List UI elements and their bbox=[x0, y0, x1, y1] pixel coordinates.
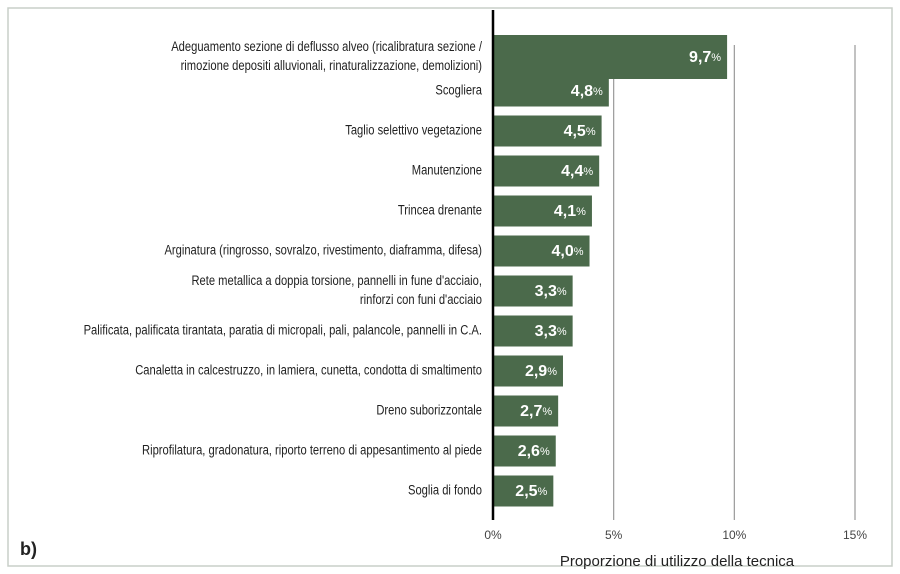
category-label: Dreno suborizzontale bbox=[376, 403, 482, 418]
category-label: Soglia di fondo bbox=[408, 483, 482, 498]
category-label: Scogliera bbox=[435, 83, 482, 98]
x-axis-label: Proporzione di utilizzo della tecnica bbox=[560, 553, 795, 570]
value-label: 4,0% bbox=[552, 243, 584, 260]
value-label: 2,7% bbox=[520, 403, 552, 420]
y-tick-label: rinforzi con funi d'acciaio bbox=[360, 292, 482, 307]
bar bbox=[493, 115, 602, 147]
panel-label: b) bbox=[20, 539, 37, 559]
value-label: 9,7% bbox=[689, 49, 721, 66]
y-tick-label: Palificata, palificata tirantata, parati… bbox=[84, 323, 482, 338]
x-tick-label: 15% bbox=[843, 528, 867, 542]
y-tick-label: Rete metallica a doppia torsione, pannel… bbox=[191, 273, 482, 288]
bar bbox=[493, 235, 590, 267]
y-tick-label: Canaletta in calcestruzzo, in lamiera, c… bbox=[135, 363, 482, 378]
x-tick-label: 5% bbox=[605, 528, 623, 542]
category-label: Arginatura (ringrosso, sovralzo, rivesti… bbox=[164, 243, 482, 258]
bar bbox=[493, 275, 573, 307]
value-label: 3,3% bbox=[535, 283, 567, 300]
value-label: 2,6% bbox=[518, 443, 550, 460]
y-tick-label: rimozione depositi alluvionali, rinatura… bbox=[181, 58, 482, 73]
value-label: 2,9% bbox=[525, 363, 557, 380]
x-tick-label: 0% bbox=[484, 528, 502, 542]
category-label: Trincea drenante bbox=[398, 203, 482, 218]
y-tick-label: Soglia di fondo bbox=[408, 483, 482, 498]
bar bbox=[493, 475, 554, 507]
value-label: 4,8% bbox=[571, 83, 603, 100]
y-tick-label: Scogliera bbox=[435, 83, 482, 98]
bar bbox=[493, 35, 728, 79]
bar bbox=[493, 395, 559, 427]
y-tick-label: Riprofilatura, gradonatura, riporto terr… bbox=[142, 443, 482, 458]
bar bbox=[493, 155, 600, 187]
bar bbox=[493, 195, 592, 227]
y-tick-label: Adeguamento sezione di deflusso alveo (r… bbox=[171, 39, 482, 54]
bar bbox=[493, 315, 573, 347]
frame bbox=[7, 7, 893, 567]
category-label: Palificata, palificata tirantata, parati… bbox=[84, 323, 482, 338]
value-label: 3,3% bbox=[535, 323, 567, 340]
x-tick-label: 10% bbox=[722, 528, 746, 542]
y-tick-label: Arginatura (ringrosso, sovralzo, rivesti… bbox=[164, 243, 482, 258]
category-label: Taglio selettivo vegetazione bbox=[345, 123, 482, 138]
category-label: Adeguamento sezione di deflusso alveo (r… bbox=[171, 39, 482, 73]
category-label: Canaletta in calcestruzzo, in lamiera, c… bbox=[135, 363, 482, 378]
value-label: 4,5% bbox=[564, 123, 596, 140]
category-label: Riprofilatura, gradonatura, riporto terr… bbox=[142, 443, 482, 458]
category-label: Manutenzione bbox=[412, 163, 482, 178]
bar bbox=[493, 355, 563, 387]
value-label: 4,4% bbox=[561, 163, 593, 180]
bar bbox=[493, 75, 609, 107]
bar bbox=[493, 435, 556, 467]
y-tick-label: Taglio selettivo vegetazione bbox=[345, 123, 482, 138]
y-tick-label: Dreno suborizzontale bbox=[376, 403, 482, 418]
y-tick-label: Manutenzione bbox=[412, 163, 482, 178]
y-tick-label: Trincea drenante bbox=[398, 203, 482, 218]
value-label: 2,5% bbox=[515, 483, 547, 500]
category-label: Rete metallica a doppia torsione, pannel… bbox=[191, 273, 482, 307]
value-label: 4,1% bbox=[554, 203, 586, 220]
